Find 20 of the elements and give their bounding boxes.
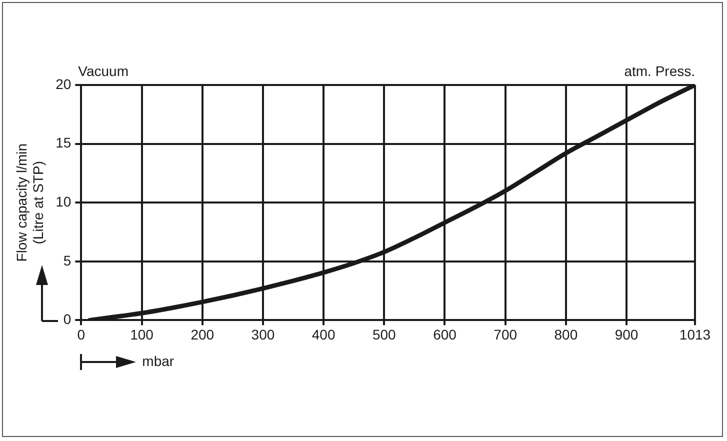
x-tick-label: 200 bbox=[190, 326, 214, 342]
x-tick-label: 900 bbox=[614, 326, 638, 342]
text: Vacuum bbox=[78, 62, 128, 79]
x-tick-label: 100 bbox=[130, 326, 154, 342]
x-tick-label: 800 bbox=[554, 326, 578, 342]
y-tick-label: 10 bbox=[56, 193, 72, 210]
y-tick-label: 20 bbox=[56, 76, 72, 92]
x-tick-label: 0 bbox=[77, 326, 86, 342]
x-tick-label: 500 bbox=[372, 326, 396, 342]
x-tick-label: 700 bbox=[494, 326, 518, 342]
y-tick-label: 15 bbox=[56, 134, 72, 151]
x-tick-label: 600 bbox=[433, 326, 457, 342]
x-axis-title: mbar bbox=[142, 353, 174, 370]
x-tick-label: 1013 bbox=[679, 326, 711, 342]
x-tick-label: 300 bbox=[251, 326, 275, 342]
text: atm. Press. bbox=[624, 62, 695, 79]
y-tick-label: 5 bbox=[63, 252, 72, 268]
x-tick-label: 400 bbox=[312, 326, 336, 342]
y-axis-title: Flow capacity l/min (Litre at STP) bbox=[13, 143, 46, 262]
y-tick-label: 0 bbox=[63, 311, 72, 328]
